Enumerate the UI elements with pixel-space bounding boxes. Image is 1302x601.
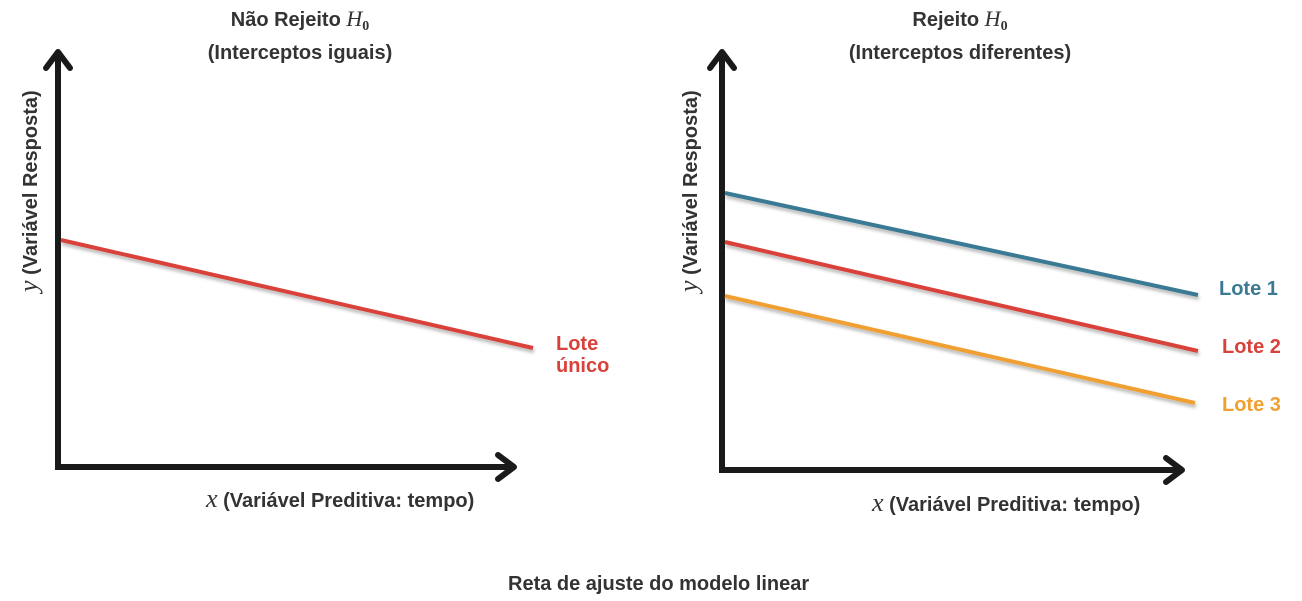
lote-unico-line2: único [556, 355, 610, 377]
left-y-axis [43, 49, 73, 468]
left-x-axis [55, 452, 517, 482]
left-panel-title: Não Rejeito H0 (Interceptos iguais) [150, 6, 450, 66]
lote-unico-line1: Lote [556, 333, 599, 355]
right-title-subtitle: (Interceptos diferentes) [848, 42, 1072, 64]
right-series-label-lote-1: Lote 1 [1219, 278, 1278, 300]
right-series-label-lote-3: Lote 3 [1222, 394, 1281, 416]
right-series-label-lote-2: Lote 2 [1222, 336, 1281, 358]
right-fit-line-lote-1 [724, 191, 1199, 297]
left-fit-line-lote-unico [60, 238, 534, 350]
right-y-axis-label: y (Variável Resposta) [674, 90, 704, 292]
right-title-h-subscript: 0 [1000, 19, 1008, 34]
left-y-symbol: y [14, 280, 43, 292]
left-x-symbol: x [206, 484, 218, 513]
right-fit-line-lote-3 [724, 294, 1196, 405]
right-y-text: (Variável Resposta) [680, 90, 702, 281]
left-y-axis-label: y (Variável Resposta) [14, 90, 44, 292]
left-title-subtitle: (Interceptos iguais) [207, 42, 393, 64]
right-x-symbol: x [872, 488, 884, 517]
right-title-h-symbol: H [984, 6, 1001, 31]
left-title-h-symbol: H [346, 6, 363, 31]
legend-label: Reta de ajuste do modelo linear [508, 573, 810, 595]
right-x-text: (Variável Preditiva: tempo) [883, 494, 1141, 516]
right-title-text: Rejeito [912, 9, 985, 31]
left-x-text: (Variável Preditiva: tempo) [217, 490, 475, 512]
left-series-label-lote-unico: Lote único [556, 333, 609, 377]
left-title-h-subscript: 0 [362, 19, 370, 34]
right-y-symbol: y [674, 280, 703, 292]
right-y-axis [707, 49, 737, 472]
right-fit-line-lote-2 [724, 240, 1199, 353]
left-x-axis-label: x (Variável Preditiva: tempo) [206, 484, 474, 514]
left-y-text: (Variável Resposta) [20, 90, 42, 281]
left-title-text: Não Rejeito [230, 9, 347, 31]
right-panel-title: Rejeito H0 (Interceptos diferentes) [800, 6, 1120, 66]
right-x-axis [719, 455, 1185, 485]
right-x-axis-label: x (Variável Preditiva: tempo) [872, 488, 1140, 518]
